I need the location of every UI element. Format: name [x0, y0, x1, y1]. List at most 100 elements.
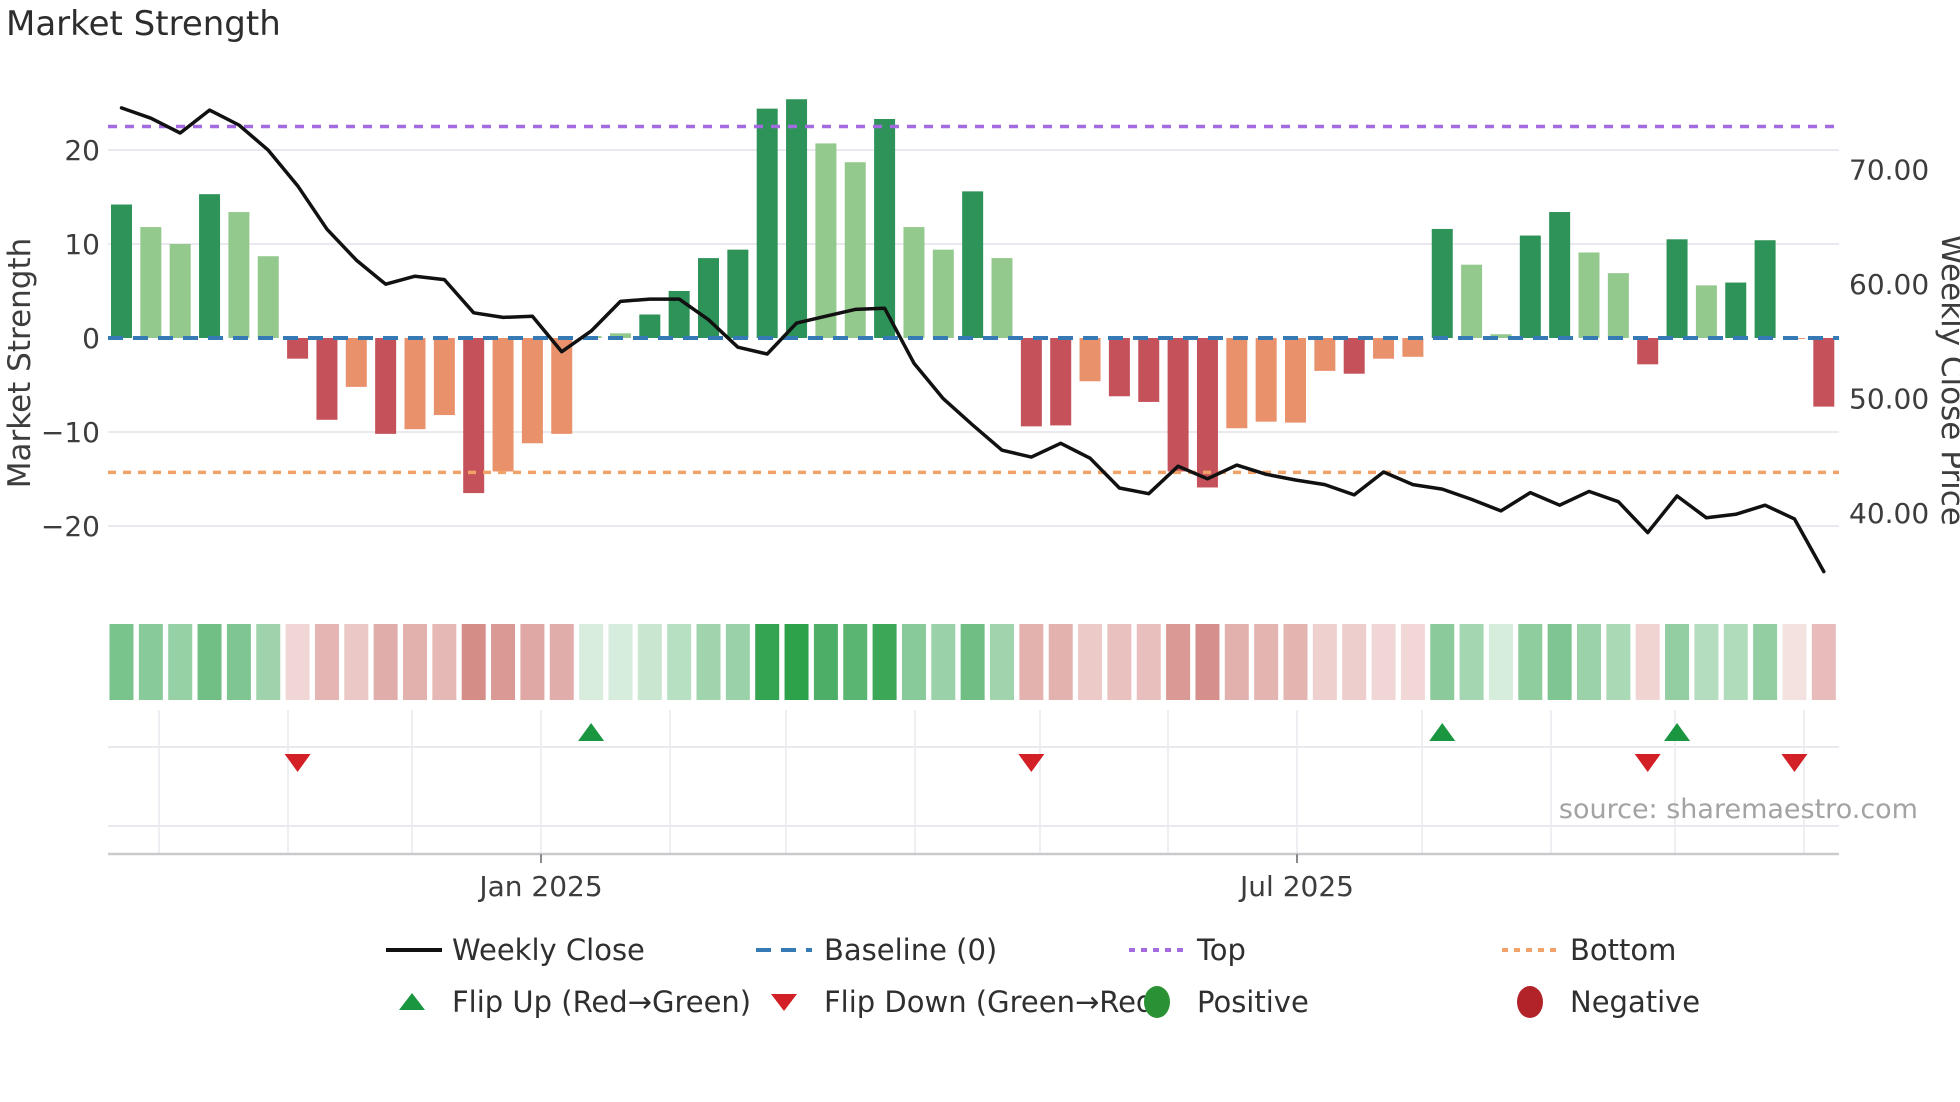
- heat-cell: [226, 624, 251, 700]
- price-line: [119, 106, 1826, 574]
- strength-bar: [1373, 338, 1395, 359]
- svg-text:60.00: 60.00: [1849, 268, 1929, 301]
- strength-bar: [551, 338, 573, 434]
- legend-item-weekly-close[interactable]: Weekly Close: [382, 930, 645, 970]
- heat-cell: [197, 624, 222, 700]
- strength-bar: [1549, 212, 1571, 338]
- svg-text:Jan 2025: Jan 2025: [477, 870, 602, 903]
- strength-bar: [463, 338, 485, 494]
- svg-text:10: 10: [64, 228, 100, 261]
- svg-text:50.00: 50.00: [1849, 383, 1929, 416]
- heatmap-strip: [109, 624, 1836, 700]
- strength-bar: [1079, 338, 1101, 382]
- heat-cell: [1459, 624, 1484, 700]
- strength-bar: [1725, 282, 1747, 338]
- strength-bar: [1695, 285, 1717, 338]
- legend-item-positive[interactable]: Positive: [1127, 982, 1309, 1022]
- legend-symbol-dots: [1502, 948, 1558, 952]
- heat-cell: [432, 624, 457, 700]
- flip-down-marker: [1018, 754, 1045, 772]
- heat-cell: [1019, 624, 1044, 700]
- marker-lane: [108, 710, 1839, 863]
- legend-label: Flip Down (Green→Red): [824, 985, 1166, 1019]
- heat-cell: [1254, 624, 1279, 700]
- heat-cell: [813, 624, 838, 700]
- strength-bar: [1255, 338, 1277, 422]
- legend-symbol-triangle-up: [399, 993, 425, 1010]
- heat-cell: [1518, 624, 1543, 700]
- heat-cell: [1136, 624, 1161, 700]
- svg-text:−10: −10: [41, 416, 100, 449]
- strength-bar: [1519, 235, 1541, 338]
- heat-cell: [990, 624, 1014, 700]
- legend-item-flip-down-green-red[interactable]: Flip Down (Green→Red): [754, 982, 1166, 1022]
- strength-bar: [1020, 338, 1042, 427]
- strength-bar: [815, 143, 837, 338]
- legend-label: Top: [1197, 933, 1246, 967]
- legend-symbol-dots: [1129, 948, 1185, 952]
- strength-bar: [316, 338, 338, 420]
- legend-label: Negative: [1570, 985, 1701, 1019]
- strength-bar: [1754, 240, 1776, 338]
- heat-cell: [1048, 624, 1073, 700]
- strength-bar: [111, 204, 132, 338]
- heat-cell: [1606, 624, 1631, 700]
- heat-cell: [960, 624, 985, 700]
- strength-bar: [1285, 338, 1306, 423]
- heat-cell: [1430, 624, 1455, 700]
- flip-up-marker: [578, 723, 605, 741]
- svg-text:70.00: 70.00: [1849, 154, 1929, 187]
- flip-up-marker: [1429, 723, 1456, 741]
- heat-cell: [520, 624, 545, 700]
- heat-cell: [285, 624, 310, 700]
- strength-bar: [1666, 239, 1688, 338]
- heat-cell: [1782, 624, 1807, 700]
- heat-cell: [755, 624, 780, 700]
- svg-text:0: 0: [82, 322, 100, 355]
- strength-bar: [1138, 338, 1160, 402]
- strength-bar: [609, 333, 631, 338]
- strength-bar: [1813, 338, 1835, 407]
- strength-bar: [1226, 338, 1248, 429]
- strength-bar: [844, 162, 866, 338]
- strength-bar: [639, 314, 661, 338]
- legend-label: Positive: [1197, 985, 1309, 1019]
- chart-title: Market Strength: [6, 4, 281, 44]
- legend-symbol-circle: [1517, 986, 1543, 1018]
- heat-cell: [168, 624, 193, 700]
- heat-cell: [1665, 624, 1690, 700]
- flip-down-marker: [1634, 754, 1661, 772]
- strength-bar: [433, 338, 455, 416]
- strength-bar: [1490, 334, 1512, 338]
- x-axis: Jan 2025 Jul 2025: [477, 870, 1354, 903]
- legend-item-top[interactable]: Top: [1127, 930, 1246, 970]
- strength-bar: [1461, 264, 1483, 338]
- strength-bar: [1578, 252, 1600, 338]
- heat-cell: [1283, 624, 1308, 700]
- heat-cell: [696, 624, 721, 700]
- strength-bar: [1343, 338, 1365, 374]
- legend-item-bottom[interactable]: Bottom: [1500, 930, 1676, 970]
- strength-bar: [962, 191, 984, 338]
- heat-cell: [549, 624, 574, 700]
- price-line: [119, 106, 1826, 574]
- heat-cell: [1488, 624, 1513, 700]
- legend-label: Bottom: [1570, 933, 1677, 967]
- right-axis-title: Weekly Close Price: [1934, 234, 1960, 526]
- heat-cell: [843, 624, 868, 700]
- strength-bar: [375, 338, 397, 434]
- strength-bar: [932, 249, 954, 338]
- heat-cell: [637, 624, 662, 700]
- strength-bar: [199, 194, 221, 338]
- strength-bar: [1196, 338, 1218, 488]
- heat-cell: [1195, 624, 1220, 700]
- heat-cell: [256, 624, 281, 700]
- legend-item-negative[interactable]: Negative: [1500, 982, 1700, 1022]
- legend-item-flip-up-red-green[interactable]: Flip Up (Red→Green): [382, 982, 751, 1022]
- legend-item-baseline-0[interactable]: Baseline (0): [754, 930, 997, 970]
- flip-up-marker: [1664, 723, 1691, 741]
- strength-bar: [345, 338, 367, 387]
